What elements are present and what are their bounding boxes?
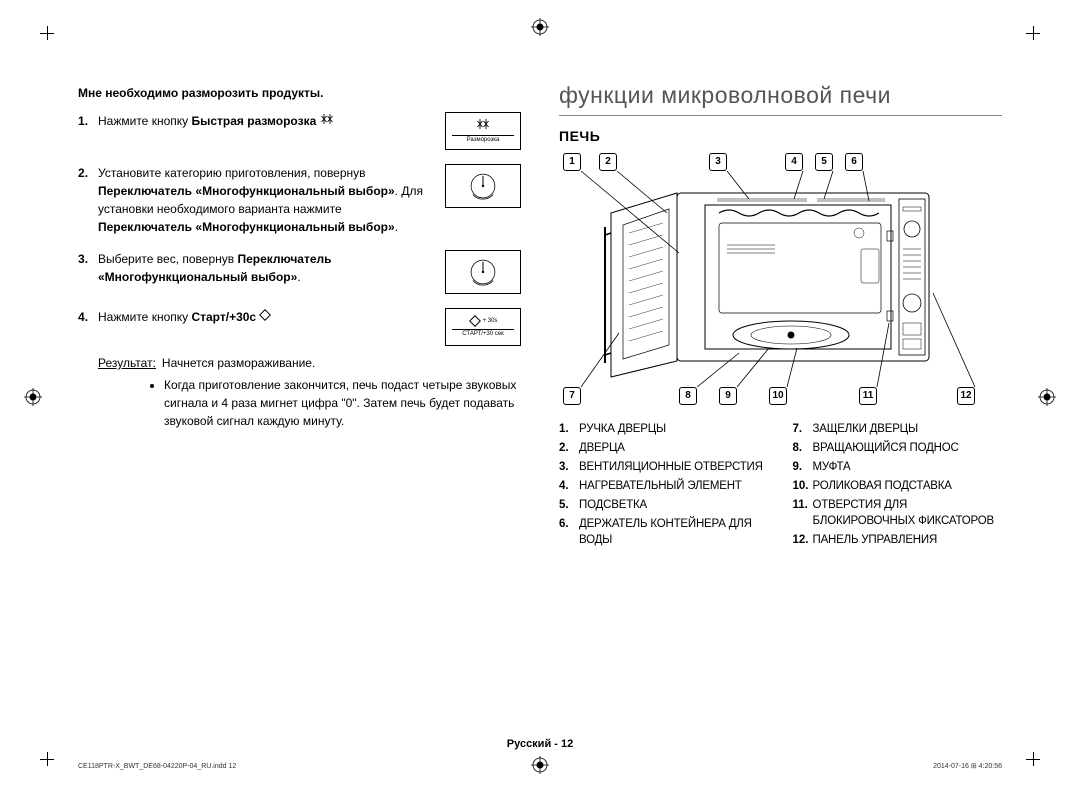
imprint-filename: CE118PTR-X_BWT_DE68-04220P-04_RU.indd 12 xyxy=(78,763,236,770)
part-label: Ручка дверцы xyxy=(579,421,769,437)
result-bullets: Когда приготовление закончится, печь под… xyxy=(150,376,521,430)
step-item: Нажмите кнопку Старт/+30с + 30sСТАРТ/+30… xyxy=(78,308,521,346)
callout-10: 10 xyxy=(769,387,787,405)
callout-1: 1 xyxy=(563,153,581,171)
step-figure xyxy=(445,250,521,294)
part-item: 6.Держатель контейнера для воды xyxy=(559,516,769,548)
left-column: Мне необходимо разморозить продукты. Наж… xyxy=(78,78,521,732)
defrost-icon xyxy=(476,118,490,133)
part-item: 2.Дверца xyxy=(559,440,769,456)
part-number: 12. xyxy=(793,532,813,548)
part-item: 11.Отверстия для блокировочных фиксаторо… xyxy=(793,497,1003,529)
crop-mark xyxy=(40,752,54,766)
callout-5: 5 xyxy=(815,153,833,171)
callout-9: 9 xyxy=(719,387,737,405)
result-text: Начнется размораживание. xyxy=(162,354,315,372)
content-area: Мне необходимо разморозить продукты. Наж… xyxy=(78,78,1002,732)
defrost-icon xyxy=(320,114,334,128)
part-number: 6. xyxy=(559,516,579,548)
part-label: Вращающийся поднос xyxy=(813,440,1003,456)
part-number: 1. xyxy=(559,421,579,437)
part-number: 8. xyxy=(793,440,813,456)
part-number: 11. xyxy=(793,497,813,529)
registration-mark-icon xyxy=(24,388,42,406)
part-label: Держатель контейнера для воды xyxy=(579,516,769,548)
part-label: Панель управления xyxy=(813,532,1003,548)
registration-mark-icon xyxy=(1038,388,1056,406)
part-item: 1.Ручка дверцы xyxy=(559,421,769,437)
step-item: Нажмите кнопку Быстрая разморозка Размор… xyxy=(78,112,521,150)
part-item: 9.Муфта xyxy=(793,459,1003,475)
part-label: Муфта xyxy=(813,459,1003,475)
right-column: функции микроволновой печи ПЕЧЬ xyxy=(559,78,1002,732)
step-figure: Разморозка xyxy=(445,112,521,150)
crop-mark xyxy=(1026,752,1040,766)
part-item: 5.Подсветка xyxy=(559,497,769,513)
part-label: Роликовая подставка xyxy=(813,478,1003,494)
callout-8: 8 xyxy=(679,387,697,405)
part-item: 7.Защелки дверцы xyxy=(793,421,1003,437)
part-item: 12.Панель управления xyxy=(793,532,1003,548)
part-item: 8.Вращающийся поднос xyxy=(793,440,1003,456)
imprint-timestamp: 2014-07-16 ⊞ 4:20:56 xyxy=(933,762,1002,770)
callout-12: 12 xyxy=(957,387,975,405)
part-number: 2. xyxy=(559,440,579,456)
section-title: функции микроволновой печи xyxy=(559,78,1002,116)
callout-4: 4 xyxy=(785,153,803,171)
oven-illustration xyxy=(559,153,979,407)
crop-mark xyxy=(1026,26,1040,40)
step-text: Выберите вес, повернув Переключатель «Мн… xyxy=(98,250,433,286)
part-item: 3.Вентиляционные отверстия xyxy=(559,459,769,475)
callout-11: 11 xyxy=(859,387,877,405)
section-subtitle: ПЕЧЬ xyxy=(559,126,1002,147)
part-label: Дверца xyxy=(579,440,769,456)
step-figure: + 30sСТАРТ/+30 сек xyxy=(445,308,521,346)
oven-diagram: 123456789101112 xyxy=(559,153,979,407)
part-number: 4. xyxy=(559,478,579,494)
callout-6: 6 xyxy=(845,153,863,171)
registration-mark-icon xyxy=(531,18,549,36)
result-bullet: Когда приготовление закончится, печь под… xyxy=(164,376,521,430)
parts-list-right: 7.Защелки дверцы8.Вращающийся поднос9.Му… xyxy=(793,421,1003,552)
part-number: 7. xyxy=(793,421,813,437)
part-number: 9. xyxy=(793,459,813,475)
part-label: Защелки дверцы xyxy=(813,421,1003,437)
part-item: 4.Нагревательный элемент xyxy=(559,478,769,494)
result-label: Результат: xyxy=(98,354,156,372)
registration-mark-icon xyxy=(531,756,549,774)
result-row: Результат: Начнется размораживание. xyxy=(78,354,521,372)
part-label: Нагревательный элемент xyxy=(579,478,769,494)
step-figure xyxy=(445,164,521,208)
part-item: 10.Роликовая подставка xyxy=(793,478,1003,494)
crop-mark xyxy=(40,26,54,40)
parts-list-left: 1.Ручка дверцы2.Дверца3.Вентиляционные о… xyxy=(559,421,769,552)
part-label: Подсветка xyxy=(579,497,769,513)
step-text: Нажмите кнопку Быстрая разморозка xyxy=(98,112,433,130)
part-label: Отверстия для блокировочных фиксаторов xyxy=(813,497,1003,529)
left-heading: Мне необходимо разморозить продукты. xyxy=(78,84,521,102)
manual-page: Мне необходимо разморозить продукты. Наж… xyxy=(0,0,1080,792)
callout-7: 7 xyxy=(563,387,581,405)
part-label: Вентиляционные отверстия xyxy=(579,459,769,475)
page-footer: Русский - 12 xyxy=(0,738,1080,750)
steps-list: Нажмите кнопку Быстрая разморозка Размор… xyxy=(78,112,521,346)
step-text: Установите категорию приготовления, пове… xyxy=(98,164,433,236)
part-number: 10. xyxy=(793,478,813,494)
parts-legend: 1.Ручка дверцы2.Дверца3.Вентиляционные о… xyxy=(559,421,1002,552)
part-number: 3. xyxy=(559,459,579,475)
diamond-icon xyxy=(259,310,271,324)
callout-2: 2 xyxy=(599,153,617,171)
step-text: Нажмите кнопку Старт/+30с xyxy=(98,308,433,326)
part-number: 5. xyxy=(559,497,579,513)
callout-3: 3 xyxy=(709,153,727,171)
step-item: Выберите вес, повернув Переключатель «Мн… xyxy=(78,250,521,294)
step-item: Установите категорию приготовления, пове… xyxy=(78,164,521,236)
